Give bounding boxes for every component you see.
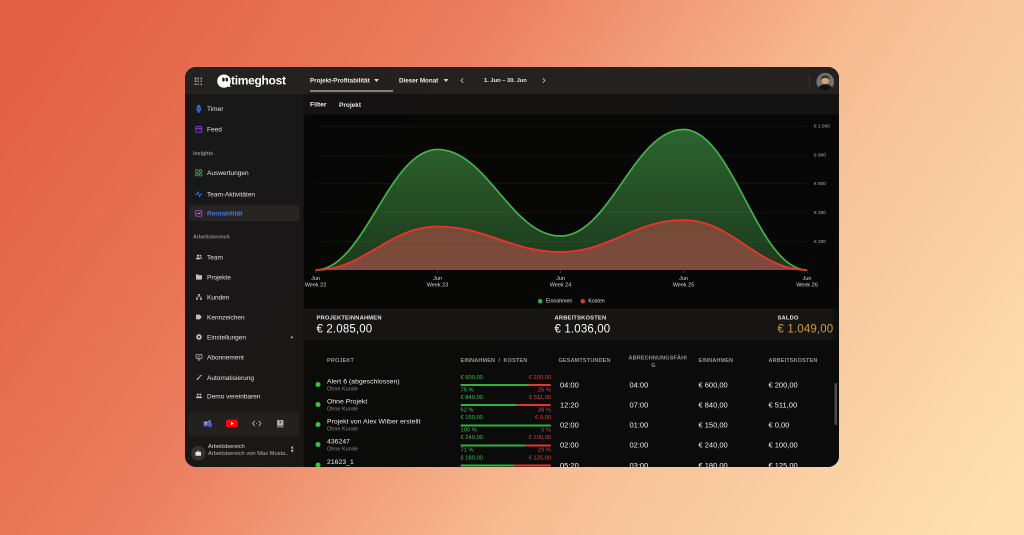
svg-text:?: ? [279, 420, 282, 426]
